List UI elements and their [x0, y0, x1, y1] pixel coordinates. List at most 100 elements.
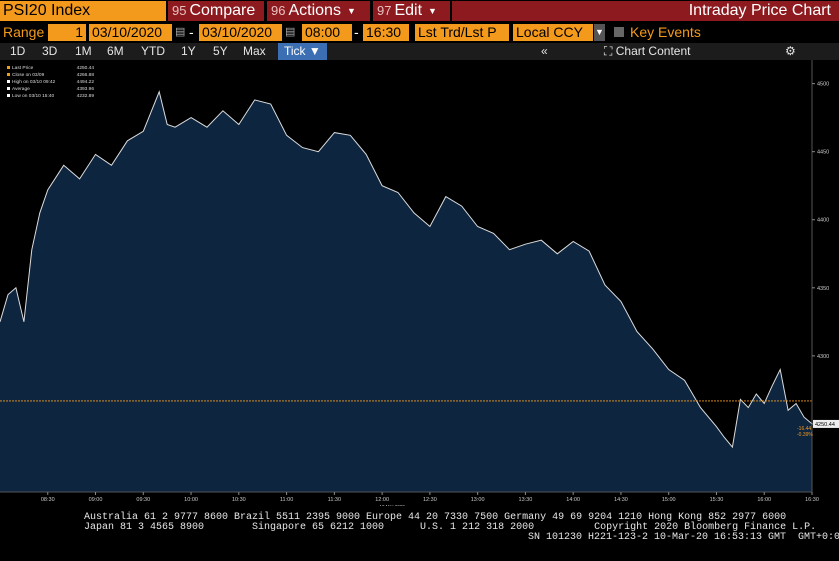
- x-tick-label: 10:00: [184, 497, 198, 503]
- actions-label: Actions: [288, 2, 341, 20]
- compare-label: Compare: [189, 2, 256, 19]
- x-tick-label: 08:30: [41, 497, 55, 503]
- caret-down-icon: ▼: [428, 6, 437, 16]
- x-tick-label: 13:00: [471, 497, 485, 503]
- calendar-icon[interactable]: ▤: [285, 26, 296, 38]
- legend-label: Close on 03/09: [12, 72, 45, 78]
- y-tick-label: 4500: [817, 82, 829, 88]
- gear-icon[interactable]: ⚙: [785, 44, 796, 58]
- period-tab[interactable]: 5Y: [213, 44, 228, 58]
- end-date-input[interactable]: 03/10/2020: [199, 24, 282, 41]
- end-time-input[interactable]: 16:30: [363, 24, 409, 41]
- start-date-input[interactable]: 03/10/2020: [89, 24, 172, 41]
- key-events-label: Key Events: [630, 24, 701, 40]
- legend-value: 4494.22: [77, 79, 95, 85]
- x-tick-label: 13:30: [519, 497, 533, 503]
- ticker-field[interactable]: PSI20 Index: [0, 1, 166, 21]
- x-tick-label: 16:00: [757, 497, 771, 503]
- chart-icon: ⛶: [604, 44, 613, 58]
- x-tick-label: 11:30: [328, 497, 341, 503]
- price-field-select[interactable]: Lst Trd/Lst P: [415, 24, 509, 41]
- x-tick-label: 12:00: [375, 497, 389, 503]
- period-tab[interactable]: 1D: [10, 44, 26, 58]
- edit-button[interactable]: 97 Edit ▼: [373, 1, 450, 21]
- x-tick-label: 14:30: [614, 497, 628, 503]
- edit-code: 97: [377, 3, 392, 19]
- top-toolbar: PSI20 Index 95 Compare 96 Actions ▼ 97 Edit ▼…: [0, 0, 839, 22]
- x-tick-label: 15:00: [662, 497, 676, 503]
- range-label: Range: [3, 24, 45, 40]
- x-tick-label: 14:00: [566, 497, 580, 503]
- x-tick-label: 12:30: [423, 497, 437, 503]
- y-tick-label: 4350: [817, 286, 829, 292]
- collapse-icon[interactable]: «: [541, 44, 548, 58]
- footer-session-line: SN 101230 H221-123-2 10-Mar-20 16:53:13 …: [528, 532, 839, 543]
- last-price-tag-box: [813, 419, 839, 428]
- change-tag: -16.44: [797, 426, 811, 432]
- y-tick-label: 4450: [817, 150, 829, 156]
- caret-down-icon: ▼: [308, 44, 321, 58]
- legend-label: Last Price: [12, 65, 34, 71]
- legend-value: 4266.88: [77, 72, 95, 78]
- actions-button[interactable]: 96 Actions ▼: [267, 1, 370, 21]
- legend-value: 4393.96: [77, 86, 95, 92]
- period-tab[interactable]: 1Y: [181, 44, 196, 58]
- actions-code: 96: [271, 3, 286, 19]
- y-tick-label: 4300: [817, 354, 829, 360]
- last-price-tag: 4250.44: [815, 422, 835, 428]
- legend-label: Average: [12, 86, 30, 92]
- chart-content-label: Chart Content: [615, 44, 691, 58]
- footer: Australia 61 2 9777 8600 Brazil 5511 239…: [0, 508, 839, 561]
- x-tick-label: 16:30: [805, 497, 819, 503]
- legend-value: 4250.44: [77, 65, 95, 71]
- chart-legend: Last Price 4250.44 Close on 03/09 4266.88 Hi…: [4, 63, 96, 103]
- tick-button[interactable]: Tick ▼: [278, 43, 327, 60]
- edit-label: Edit: [394, 2, 423, 20]
- legend-swatch: [7, 80, 10, 83]
- dropdown-arrow-icon[interactable]: ▼: [594, 24, 605, 41]
- footer-contacts-line2: Japan 81 3 4565 8900 Singapore 65 6212 1…: [84, 522, 817, 533]
- price-chart: Last Price 4250.44 Close on 03/09 4266.88 Hi…: [0, 60, 839, 509]
- start-time-input[interactable]: 08:00: [302, 24, 352, 41]
- chart-content-button[interactable]: ⛶ Chart Content: [604, 43, 690, 60]
- x-tick-label: 09:30: [136, 497, 150, 503]
- currency-select[interactable]: Local CCY: [513, 24, 593, 41]
- price-line: [0, 90, 813, 449]
- date-separator: -: [189, 24, 194, 40]
- legend-swatch: [7, 73, 10, 76]
- period-tab[interactable]: Max: [243, 44, 266, 58]
- period-tab[interactable]: 6M: [107, 44, 124, 58]
- page-title: Intraday Price Chart: [452, 1, 839, 21]
- legend-label: High on 03/10 09:42: [12, 79, 56, 85]
- change-pct-tag: -0.39%: [797, 432, 813, 438]
- tick-label: Tick: [284, 44, 306, 58]
- footer-contacts-line1: Australia 61 2 9777 8600 Brazil 5511 239…: [84, 512, 787, 523]
- legend-label: Low on 03/10 15:40: [12, 93, 54, 99]
- y-tick-label: 4400: [817, 218, 829, 224]
- legend-value: 4232.89: [77, 93, 95, 99]
- period-bar: 1D 3D 1M 6M YTD 1Y 5Y Max Tick ▼ « ⛶ Cha…: [0, 43, 839, 60]
- legend-swatch: [7, 87, 10, 90]
- compare-button[interactable]: 95 Compare: [168, 1, 264, 21]
- price-area: [0, 91, 812, 493]
- x-tick-label: 15:30: [710, 497, 724, 503]
- date-label: 10 Mar 2020: [379, 504, 405, 506]
- chart-svg: Last Price 4250.44 Close on 03/09 4266.88 Hi…: [0, 60, 839, 509]
- range-bar: Range 1 03/10/2020 ▤ - 03/10/2020 ▤ 08:0…: [0, 23, 839, 42]
- x-tick-label: 11:00: [280, 497, 293, 503]
- price-tags: 4250.44 -16.44-0.39%: [797, 419, 839, 438]
- legend-swatch: [7, 66, 10, 69]
- range-input[interactable]: 1: [48, 24, 86, 41]
- x-tick-label: 09:00: [89, 497, 103, 503]
- x-tick-label: 10:30: [232, 497, 246, 503]
- x-axis: 08:30 09:00 09:30 10:00 10:30 11:00 11:30 12:00…: [0, 491, 819, 509]
- calendar-icon[interactable]: ▤: [175, 26, 186, 38]
- period-tab[interactable]: YTD: [141, 44, 165, 58]
- period-tab[interactable]: 1M: [75, 44, 92, 58]
- legend-box: [4, 63, 96, 103]
- period-tab[interactable]: 3D: [42, 44, 58, 58]
- compare-code: 95: [172, 3, 187, 18]
- legend-swatch: [7, 94, 10, 97]
- time-separator: -: [354, 24, 359, 40]
- key-events-checkbox[interactable]: [614, 27, 624, 37]
